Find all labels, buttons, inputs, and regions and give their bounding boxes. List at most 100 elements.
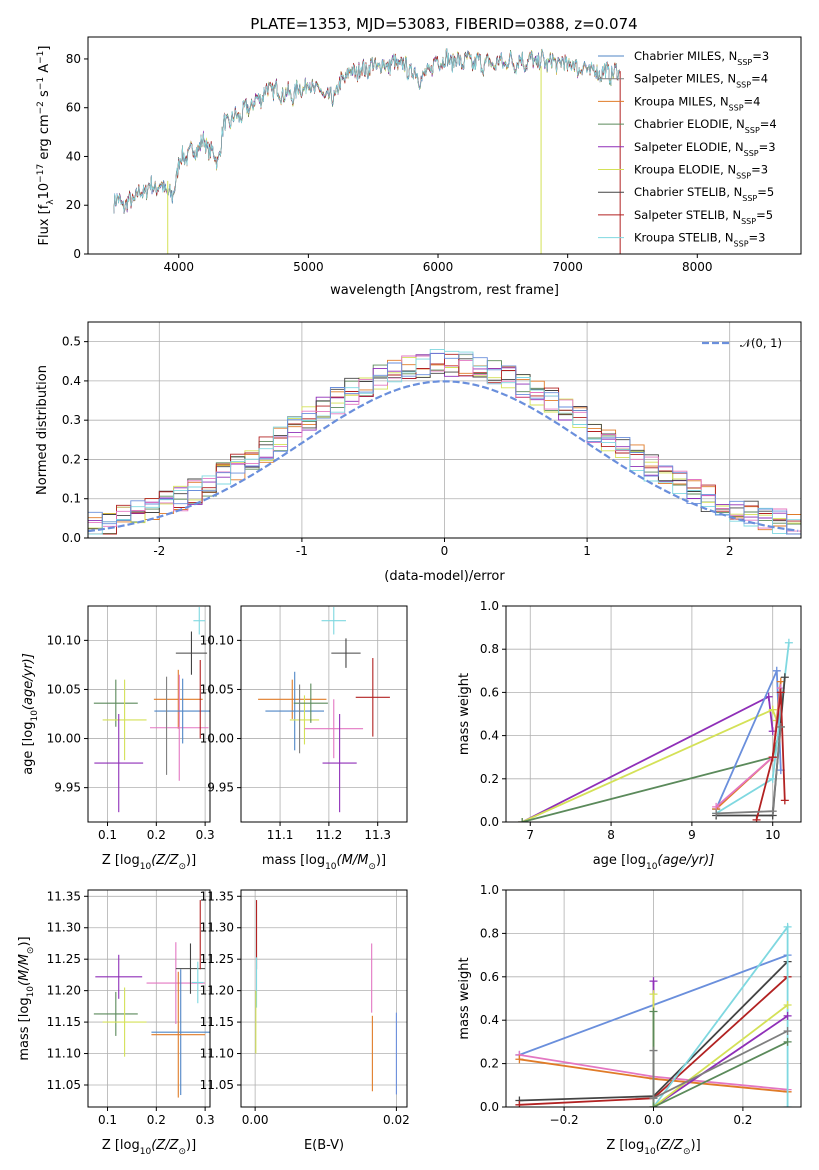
x-tick-label: 8: [607, 828, 615, 842]
mass-weight-marker: [649, 990, 658, 999]
x-tick-label: 0.2: [147, 1113, 166, 1127]
x-tick-label: 0.3: [196, 828, 215, 842]
x-tick-label: -1: [296, 544, 308, 558]
histogram-step: [88, 353, 801, 538]
legend-entry: 𝒩(0, 1): [740, 336, 782, 350]
mass-weight-marker: [768, 807, 777, 816]
y-axis-label: age [log10(age/yr)]: [21, 653, 40, 775]
x-axis-label: Z [log10(Z/Z⊙)]: [606, 1138, 700, 1157]
mass-weight-vs-metallicity-panel: −0.2 0.0 0.2 0.0 0.2 0.4 0.6 0.8 1.0 Z [log10(Z/Z…: [457, 883, 802, 1157]
x-tick-label: 0.02: [383, 1113, 410, 1127]
y-axis-label: Flux [fλ10−17 erg cm−2 s−1 A−1]: [36, 46, 56, 246]
spectrum-line: [113, 50, 620, 214]
y-axis-label: mass [log10(M/M⊙)]: [17, 936, 36, 1060]
y-tick-label: 11.30: [200, 921, 234, 935]
y-tick-label: 0: [73, 247, 81, 261]
legend-entry: Salpeter MILES, NSSP=4: [634, 72, 768, 90]
legend-entry: Salpeter ELODIE, NSSP=3: [634, 140, 776, 158]
y-axis-label: mass weight: [457, 957, 472, 1039]
mass-vs-metallicity-panel: 0.1 0.2 0.3 11.05 11.10 11.15 11.20 11.25 11.30 1…: [17, 889, 215, 1157]
legend-entry: Kroupa STELIB, NSSP=3: [634, 231, 765, 249]
y-tick-label: 10.10: [47, 633, 81, 647]
y-tick-label: 20: [66, 198, 81, 212]
mass-weight-line: [652, 924, 789, 1107]
error-bar-point: [102, 679, 147, 761]
mass-weight-vs-age-panel: 7 8 9 10 0.0 0.2 0.4 0.6 0.8 1.0 age [log10(age/yr…: [457, 599, 802, 872]
x-tick-label: 1: [583, 544, 591, 558]
mass-weight-marker: [784, 638, 793, 647]
y-tick-label: 10.00: [47, 732, 81, 746]
age-vs-metallicity-panel: 0.1 0.2 0.3 9.95 10.00 10.05 10.10 Z [log10(Z/Z…: [21, 605, 215, 872]
x-tick-label: 0.2: [733, 1113, 752, 1127]
x-axis-label: mass [log10(M/M⊙)]: [262, 853, 386, 872]
spectrum-panel: 4000 5000 6000 7000 8000 0 20 40 60 80 wavelength …: [36, 36, 802, 298]
error-bar-point: [265, 671, 324, 751]
axes-frame: [87, 889, 211, 1108]
spectrum-line: [113, 48, 620, 214]
x-tick-label: 11.3: [364, 828, 391, 842]
mass-weight-line: [521, 695, 774, 822]
x-tick-label: −0.2: [550, 1113, 579, 1127]
y-tick-label: 9.95: [207, 781, 234, 795]
error-bar-point: [355, 658, 390, 737]
x-axis-label: wavelength [Angstrom, rest frame]: [330, 283, 559, 298]
y-tick-label: 0.8: [480, 926, 499, 940]
legend: Chabrier MILES, NSSP=3 Salpeter MILES, NS…: [598, 49, 777, 248]
error-bar-point: [191, 961, 204, 1004]
x-tick-label: 7: [526, 828, 534, 842]
x-axis-label: Z [log10(Z/Z⊙)]: [102, 1138, 196, 1157]
spectrum-line: [113, 50, 620, 211]
y-tick-label: 0.1: [62, 492, 81, 506]
error-bar-point: [193, 606, 206, 635]
legend-entry: Kroupa MILES, NSSP=4: [634, 94, 760, 112]
spectrum-line: [113, 49, 620, 212]
mass-weight-marker: [783, 1001, 792, 1010]
error-bar-point: [146, 942, 206, 1024]
y-tick-label: 0.6: [480, 685, 499, 699]
mass-weight-marker: [780, 673, 789, 682]
legend-entry: Salpeter STELIB, NSSP=5: [634, 208, 773, 226]
legend-entry: Chabrier STELIB, NSSP=5: [634, 185, 774, 203]
residual-histogram-panel: -2 -1 0 1 2 0.0 0.1 0.2 0.3 0.4 0.5 (data-model)/er…: [35, 321, 802, 584]
y-tick-label: 11.15: [200, 1015, 234, 1029]
plot-area: [255, 900, 397, 1095]
axes-frame: [505, 605, 802, 823]
mass-weight-marker: [518, 818, 527, 822]
x-tick-label: 5000: [293, 260, 324, 274]
error-bar-point: [322, 714, 357, 813]
normal-curve: [88, 380, 799, 533]
error-bar-point: [258, 679, 327, 719]
y-tick-label: 0.4: [480, 1013, 499, 1027]
mass-weight-marker: [783, 1103, 792, 1107]
plot-area: [258, 606, 390, 813]
error-bar-point: [94, 714, 144, 813]
y-tick-label: 11.20: [47, 984, 81, 998]
error-bar-point: [175, 631, 208, 675]
mass-weight-marker: [712, 809, 721, 818]
x-tick-label: 9: [688, 828, 696, 842]
y-tick-label: 0.6: [480, 970, 499, 984]
y-tick-label: 80: [66, 52, 81, 66]
plot-area: [93, 900, 210, 1098]
x-tick-label: -2: [153, 544, 165, 558]
y-tick-label: 11.20: [200, 984, 234, 998]
x-tick-label: 0.00: [242, 1113, 269, 1127]
histogram-step: [88, 352, 801, 538]
error-bar-point: [102, 987, 147, 1057]
x-tick-label: 0.0: [644, 1113, 663, 1127]
y-tick-label: 11.35: [47, 889, 81, 903]
x-tick-label: 0.1: [98, 1113, 117, 1127]
plot-area: [88, 348, 801, 538]
x-tick-label: 11.1: [267, 828, 294, 842]
mass-weight-line: [652, 1011, 788, 1107]
spectrum-line: [113, 48, 620, 212]
error-bar-point: [331, 638, 361, 668]
histogram-step: [88, 348, 801, 538]
y-tick-label: 0.5: [62, 335, 81, 349]
x-tick-label: 0.1: [98, 828, 117, 842]
x-tick-label: 0: [441, 544, 449, 558]
y-tick-label: 0.3: [62, 413, 81, 427]
mass-weight-marker: [783, 922, 792, 931]
y-tick-label: 60: [66, 101, 81, 115]
